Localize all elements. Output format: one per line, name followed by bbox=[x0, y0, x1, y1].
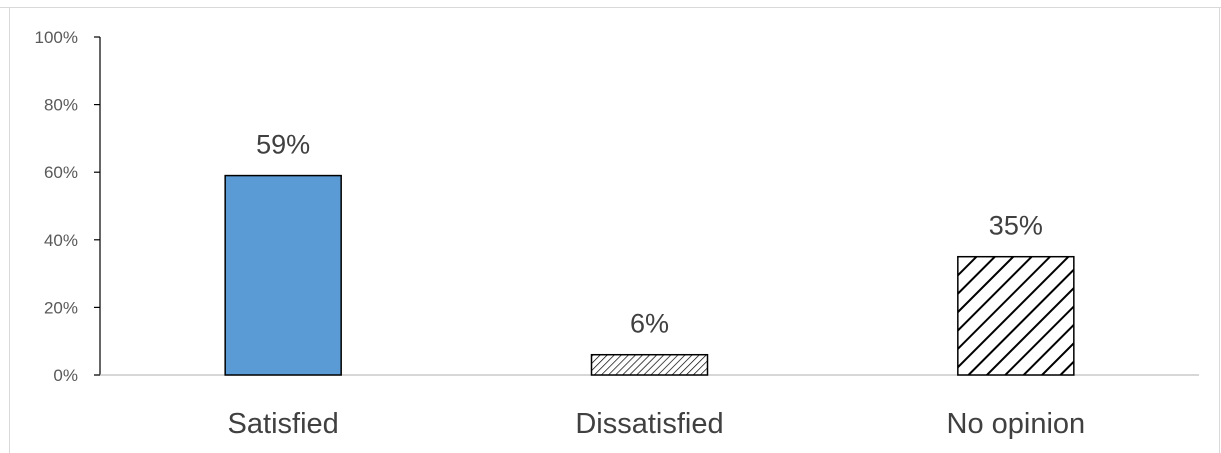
bar-no-opinion bbox=[957, 255, 1075, 376]
y-tick-label: 40% bbox=[44, 231, 78, 250]
left-border-line bbox=[9, 7, 10, 453]
data-label: 6% bbox=[630, 309, 669, 339]
y-tick-label: 100% bbox=[35, 28, 78, 47]
bar-satisfied bbox=[224, 174, 342, 376]
bar-dissatisfied bbox=[590, 353, 709, 376]
bars-group bbox=[224, 174, 1075, 376]
y-tick-label: 80% bbox=[44, 96, 78, 115]
y-tick-label: 60% bbox=[44, 163, 78, 182]
y-tick-label: 20% bbox=[44, 298, 78, 317]
x-category-label: No opinion bbox=[947, 408, 1086, 440]
y-tick-label: 0% bbox=[53, 366, 78, 385]
x-category-label: Dissatisfied bbox=[575, 408, 723, 440]
data-label: 35% bbox=[989, 211, 1043, 241]
top-border-line bbox=[0, 7, 1221, 8]
x-category-label: Satisfied bbox=[228, 408, 339, 440]
labels-group: 59% Satisfied 6% Dissatisfied 35% No opinion bbox=[228, 130, 1086, 440]
data-label: 59% bbox=[256, 130, 310, 160]
right-border-line bbox=[1219, 7, 1220, 453]
